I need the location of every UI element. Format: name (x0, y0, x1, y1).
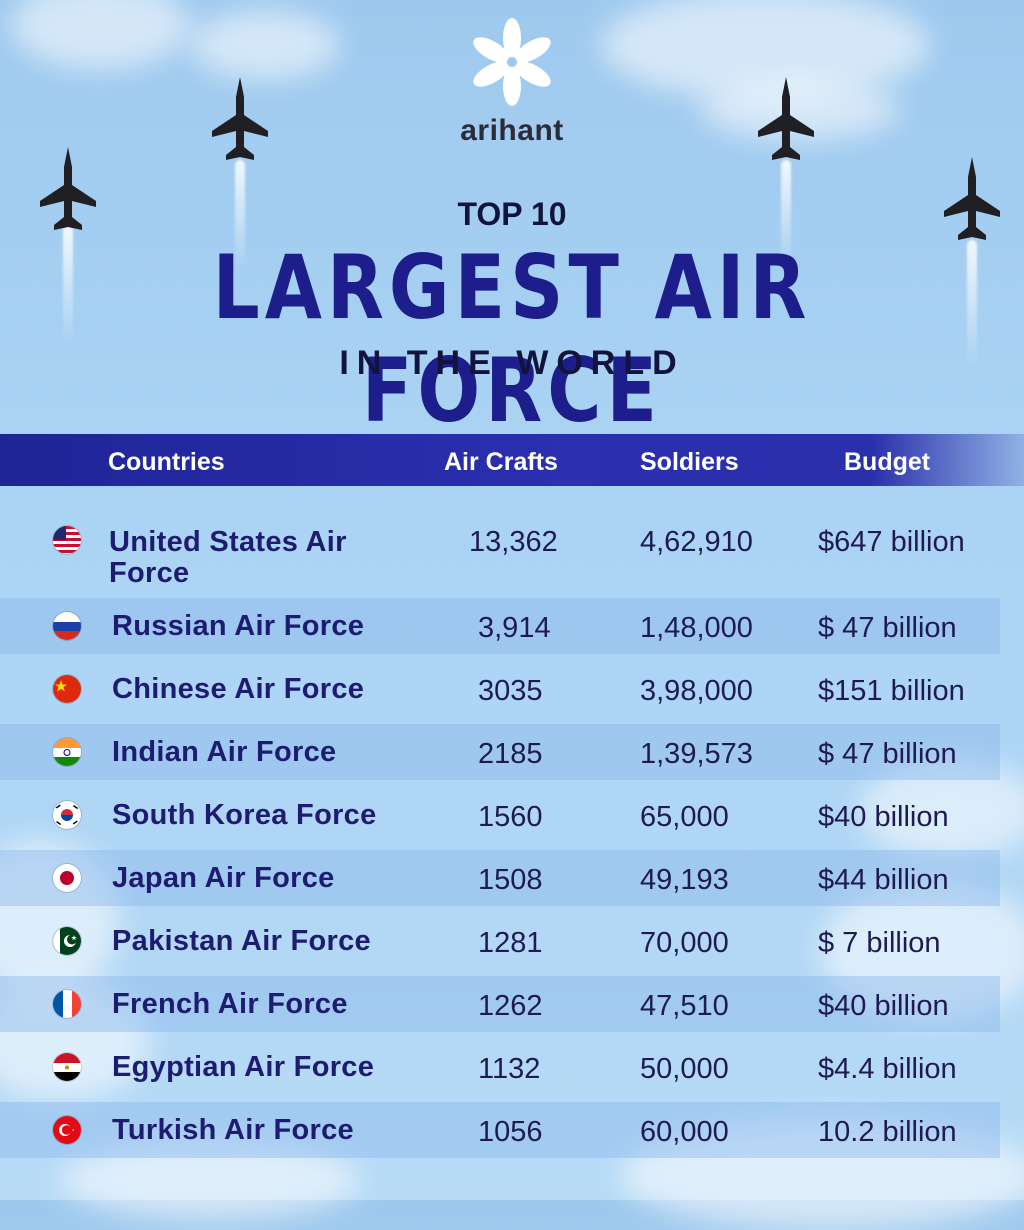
aircrafts-value: 3,914 (478, 612, 551, 644)
japan-flag-icon (53, 864, 81, 892)
pakistan-flag-icon (53, 927, 81, 955)
country-name: Chinese Air Force (112, 673, 365, 705)
country-name: United States Air (109, 526, 347, 558)
header-soldiers: Soldiers (640, 448, 739, 476)
soldiers-value: 49,193 (640, 864, 729, 896)
aircrafts-value: 3035 (478, 675, 543, 707)
header-budget: Budget (844, 448, 931, 476)
country-name: Russian Air Force (112, 610, 365, 642)
aircrafts-value: 1132 (478, 1053, 541, 1085)
budget-value: $151 billion (818, 675, 965, 707)
jet-trail (63, 226, 73, 346)
aircrafts-value: 1560 (478, 801, 543, 833)
budget-value: $647 billion (818, 526, 965, 558)
budget-value: $4.4 billion (818, 1053, 957, 1085)
table-header: Countries Air Crafts Soldiers Budget (0, 434, 1024, 486)
budget-value: $ 7 billion (818, 927, 941, 959)
jet-trail (235, 160, 245, 270)
us-flag-icon (53, 526, 81, 554)
jet-trail (781, 160, 791, 270)
cloud (190, 10, 340, 80)
egypt-flag-icon (53, 1053, 81, 1081)
fighter-jet-icon (212, 77, 268, 160)
table-row: Pakistan Air Force 1281 70,000 $ 7 billi… (0, 913, 1000, 969)
country-name: Egyptian Air Force (112, 1051, 375, 1083)
table-row: Japan Air Force 1508 49,193 $44 billion (0, 850, 1000, 906)
aircrafts-value: 1262 (478, 990, 543, 1022)
soldiers-value: 50,000 (640, 1053, 729, 1085)
soldiers-value: 1,39,573 (640, 738, 753, 770)
table-row: United States Air Force 13,362 4,62,910 … (0, 520, 1000, 592)
aircrafts-value: 1281 (478, 927, 543, 959)
soldiers-value: 60,000 (640, 1116, 729, 1148)
table-row: Egyptian Air Force 1132 50,000 $4.4 bill… (0, 1039, 1000, 1095)
south-korea-flag-icon (53, 801, 81, 829)
soldiers-value: 4,62,910 (640, 526, 753, 558)
fighter-jet-icon (758, 77, 814, 160)
budget-value: $40 billion (818, 990, 949, 1022)
soldiers-value: 1,48,000 (640, 612, 753, 644)
country-name: South Korea Force (112, 799, 377, 831)
country-name-line2: Force (109, 557, 190, 589)
page-title: LARGEST AIR FORCE (212, 236, 812, 442)
table-row: Chinese Air Force 3035 3,98,000 $151 bil… (0, 661, 1000, 717)
budget-value: $ 47 billion (818, 612, 957, 644)
page-subtitle: IN THE WORLD (339, 344, 685, 382)
aircrafts-value: 2185 (478, 738, 543, 770)
country-name: Japan Air Force (112, 862, 335, 894)
russia-flag-icon (53, 612, 81, 640)
india-flag-icon (53, 738, 81, 766)
turkey-flag-icon (53, 1116, 81, 1144)
table-row: Indian Air Force 2185 1,39,573 $ 47 bill… (0, 724, 1000, 780)
table-row: Turkish Air Force 1056 60,000 10.2 billi… (0, 1102, 1000, 1158)
fighter-jet-icon (944, 157, 1000, 240)
header-countries: Countries (108, 448, 225, 476)
aircrafts-value: 1508 (478, 864, 543, 896)
cloud (860, 760, 1024, 860)
soldiers-value: 70,000 (640, 927, 729, 959)
soldiers-value: 65,000 (640, 801, 729, 833)
budget-value: $44 billion (818, 864, 949, 896)
jet-trail (967, 240, 977, 370)
france-flag-icon (53, 990, 81, 1018)
soldiers-value: 3,98,000 (640, 675, 753, 707)
soldiers-value: 47,510 (640, 990, 729, 1022)
budget-value: $ 47 billion (818, 738, 957, 770)
aircrafts-value: 1056 (478, 1116, 543, 1148)
title-top: TOP 10 (457, 196, 567, 232)
china-flag-icon (53, 675, 81, 703)
country-name: Indian Air Force (112, 736, 337, 768)
country-name: Pakistan Air Force (112, 925, 371, 957)
country-name: French Air Force (112, 988, 348, 1020)
aircrafts-value: 13,362 (469, 526, 558, 558)
fighter-jet-icon (40, 147, 96, 230)
cloud (820, 880, 1024, 1020)
cloud (10, 0, 190, 70)
budget-value: $40 billion (818, 801, 949, 833)
budget-value: 10.2 billion (818, 1116, 957, 1148)
brand: arihant (0, 16, 1024, 148)
table-row: French Air Force 1262 47,510 $40 billion (0, 976, 1000, 1032)
brand-name: arihant (460, 114, 564, 147)
flower-logo-icon (473, 18, 551, 106)
country-name: Turkish Air Force (112, 1114, 354, 1146)
header-aircrafts: Air Crafts (444, 448, 558, 476)
table-row: Russian Air Force 3,914 1,48,000 $ 47 bi… (0, 598, 1000, 654)
table-row: South Korea Force 1560 65,000 $40 billio… (0, 787, 1000, 843)
